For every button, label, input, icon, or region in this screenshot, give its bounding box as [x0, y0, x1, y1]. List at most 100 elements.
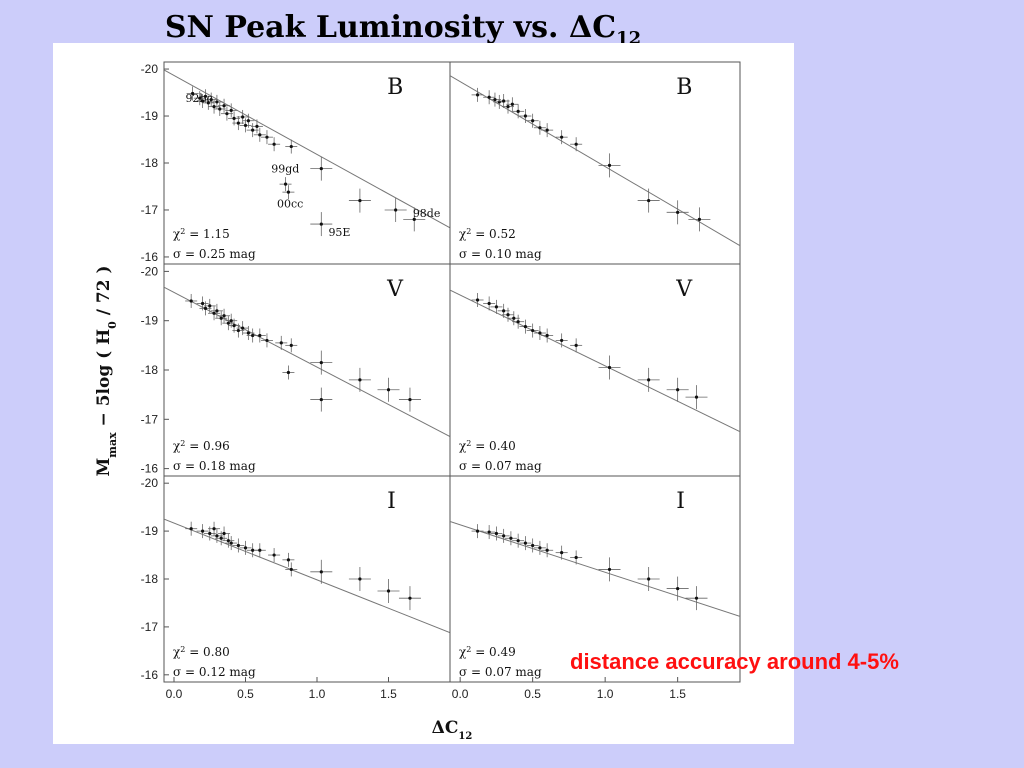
y-tick-label: -18 [141, 156, 159, 170]
y-tick-label: -17 [141, 203, 159, 217]
data-point [260, 130, 273, 145]
data-point [471, 292, 484, 307]
point-marker [545, 333, 549, 338]
data-point [203, 298, 216, 313]
data-point [205, 92, 218, 107]
point-marker [229, 541, 233, 545]
point-marker [538, 331, 542, 335]
data-point [541, 328, 554, 343]
y-tick-label: -20 [141, 62, 159, 76]
data-point [688, 207, 711, 232]
data-point [285, 562, 298, 577]
point-marker [289, 144, 293, 149]
data-point [310, 559, 333, 584]
data-point [570, 338, 583, 353]
point-marker [272, 142, 276, 146]
chi2-label: χ2 = 1.15 [173, 227, 230, 242]
y-tick-label: -18 [141, 572, 159, 586]
point-marker [408, 397, 412, 402]
fit-line [450, 289, 740, 433]
data-point [570, 550, 583, 565]
data-point [519, 109, 532, 124]
data-point [185, 293, 198, 308]
data-point [218, 526, 231, 541]
panel-i-left: Iχ2 = 0.80 σ = 0.12 mag -20 -19 -18 -17 -16 0.0… [141, 475, 451, 701]
sn-label: 92bc [185, 92, 212, 105]
point-marker [475, 93, 480, 97]
point-marker [319, 397, 323, 402]
point-marker [209, 97, 213, 102]
point-marker [494, 531, 498, 536]
point-marker [538, 546, 542, 550]
point-marker [232, 324, 236, 328]
data-point [519, 536, 532, 551]
point-marker [510, 102, 514, 106]
data-point [533, 540, 546, 555]
data-point [512, 314, 525, 329]
point-marker [251, 548, 255, 552]
data-point [218, 98, 231, 113]
data-point [541, 543, 554, 558]
point-marker [279, 341, 283, 345]
x-tick-label: 0.5 [237, 687, 254, 701]
panel-v-left: Vχ2 = 0.96 σ = 0.18 mag -20 -19 -18 -17 -16 [141, 263, 451, 477]
point-marker [215, 534, 219, 538]
fit-line [164, 518, 450, 634]
point-marker [243, 123, 248, 128]
point-marker [272, 553, 276, 557]
point-marker [531, 543, 535, 548]
sn-label: 95E [328, 226, 350, 239]
point-marker [243, 546, 248, 550]
point-marker [523, 114, 527, 118]
point-marker [647, 198, 651, 203]
band-label: B [387, 75, 403, 100]
point-marker [358, 198, 362, 203]
data-point [285, 338, 298, 353]
point-marker [258, 333, 262, 338]
point-marker [502, 309, 506, 313]
point-marker [412, 217, 416, 221]
y-tick-label: -19 [141, 314, 159, 328]
sigma-label: σ = 0.12 mag [173, 665, 256, 679]
chart-svg: 92bc 99gd 00cc 95E 98de Bχ2 = 1.15 σ = 0.25 ma… [94, 61, 741, 742]
data-point [222, 533, 235, 548]
data-point [666, 576, 689, 601]
point-marker [538, 126, 542, 130]
point-marker [212, 105, 216, 109]
point-marker [531, 119, 535, 123]
point-marker [697, 217, 702, 221]
data-point [533, 326, 546, 341]
point-marker [487, 301, 491, 306]
point-marker [222, 104, 226, 108]
point-marker [286, 558, 291, 562]
panel-i-right: Iχ2 = 0.49 σ = 0.07 mag 0.0 0.5 1.0 1.5 [449, 475, 741, 701]
data-point [268, 548, 281, 563]
data-point [570, 137, 583, 152]
data-point [215, 311, 228, 326]
data-point [348, 367, 371, 392]
data-point [260, 333, 273, 348]
data-point [512, 104, 525, 119]
chi2-label: χ2 = 0.49 [459, 645, 516, 660]
point-marker [229, 319, 233, 323]
data-point [253, 127, 266, 142]
point-marker [386, 388, 391, 392]
point-marker [251, 128, 255, 132]
data-point [210, 94, 223, 109]
data-point [512, 533, 525, 548]
point-marker [560, 338, 564, 343]
point-marker [494, 305, 498, 309]
data-point [232, 538, 245, 553]
data-point [268, 137, 281, 152]
point-marker [283, 182, 288, 186]
data-point [637, 367, 660, 392]
data-point [398, 586, 421, 611]
data-point [225, 103, 238, 118]
data-point [282, 185, 295, 200]
data-point [637, 188, 660, 213]
data-point [685, 385, 708, 410]
point-marker [493, 97, 497, 102]
point-marker [286, 370, 291, 375]
y-tick-label: -16 [141, 250, 159, 264]
